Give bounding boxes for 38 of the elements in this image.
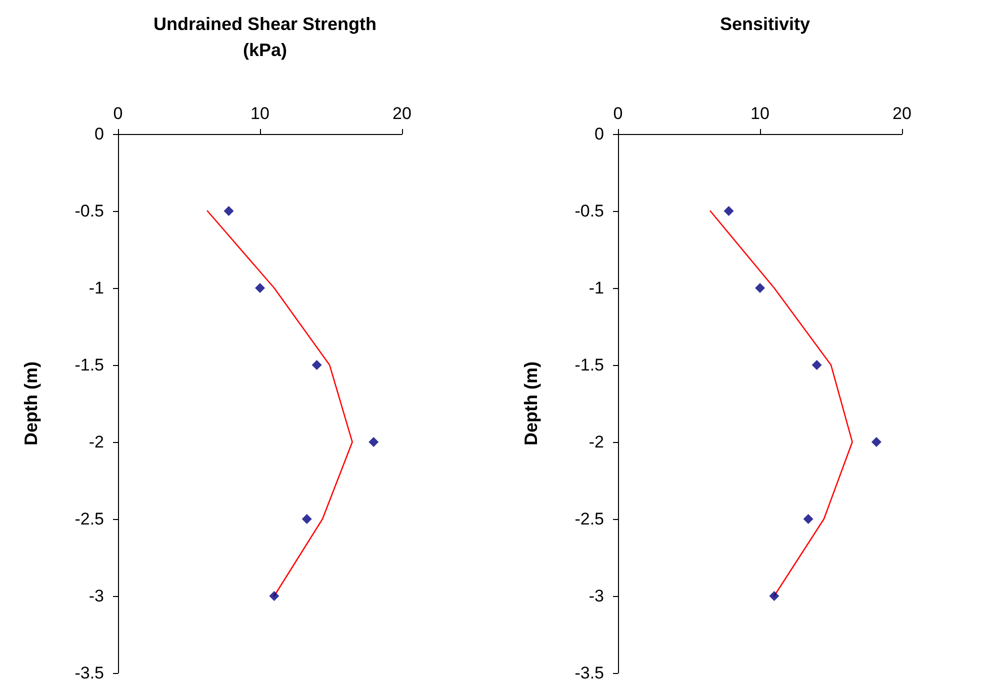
y-tick-label: -1 <box>588 278 604 298</box>
point <box>769 591 780 601</box>
point <box>812 360 822 370</box>
point <box>368 437 379 447</box>
y-tick-label: -0.5 <box>74 202 104 220</box>
y-tick-label: -1.5 <box>74 356 104 374</box>
point <box>755 283 765 293</box>
point <box>255 283 265 293</box>
y-tick-label: -3 <box>88 586 104 606</box>
point <box>224 206 234 216</box>
y-tick-label: -3.5 <box>574 664 604 682</box>
y-tick-label: -2 <box>88 432 104 452</box>
point <box>312 360 322 370</box>
y-tick-label: -3 <box>588 586 604 606</box>
y-tick-label: -3.5 <box>74 664 104 682</box>
y-tick-label: 0 <box>94 124 104 144</box>
x-tick-label: 20 <box>892 104 912 123</box>
point <box>803 514 814 524</box>
x-tick-label: 20 <box>392 104 412 123</box>
chart-title: Undrained Shear Strength (kPa) <box>153 14 377 60</box>
y-tick-label: -2.5 <box>574 510 604 528</box>
y-tick-label: 0 <box>594 124 604 144</box>
y-tick-label: -0.5 <box>574 202 604 220</box>
x-tick-label: 10 <box>250 104 270 123</box>
x-tick-label: 10 <box>750 104 770 123</box>
y-axis-title: Depth (m) <box>21 362 41 446</box>
point <box>302 514 312 524</box>
y-tick-label: -1 <box>88 278 104 298</box>
point <box>871 437 882 447</box>
point <box>724 206 734 216</box>
y-tick-label: -1.5 <box>574 356 604 374</box>
x-tick-label: 0 <box>613 104 623 123</box>
y-axis-title: Depth (m) <box>521 362 541 446</box>
chart-title: Sensitivity <box>720 14 810 34</box>
y-tick-label: -2 <box>588 432 604 452</box>
x-tick-label: 0 <box>113 104 123 123</box>
point <box>269 591 280 601</box>
y-tick-label: -2.5 <box>74 510 104 528</box>
